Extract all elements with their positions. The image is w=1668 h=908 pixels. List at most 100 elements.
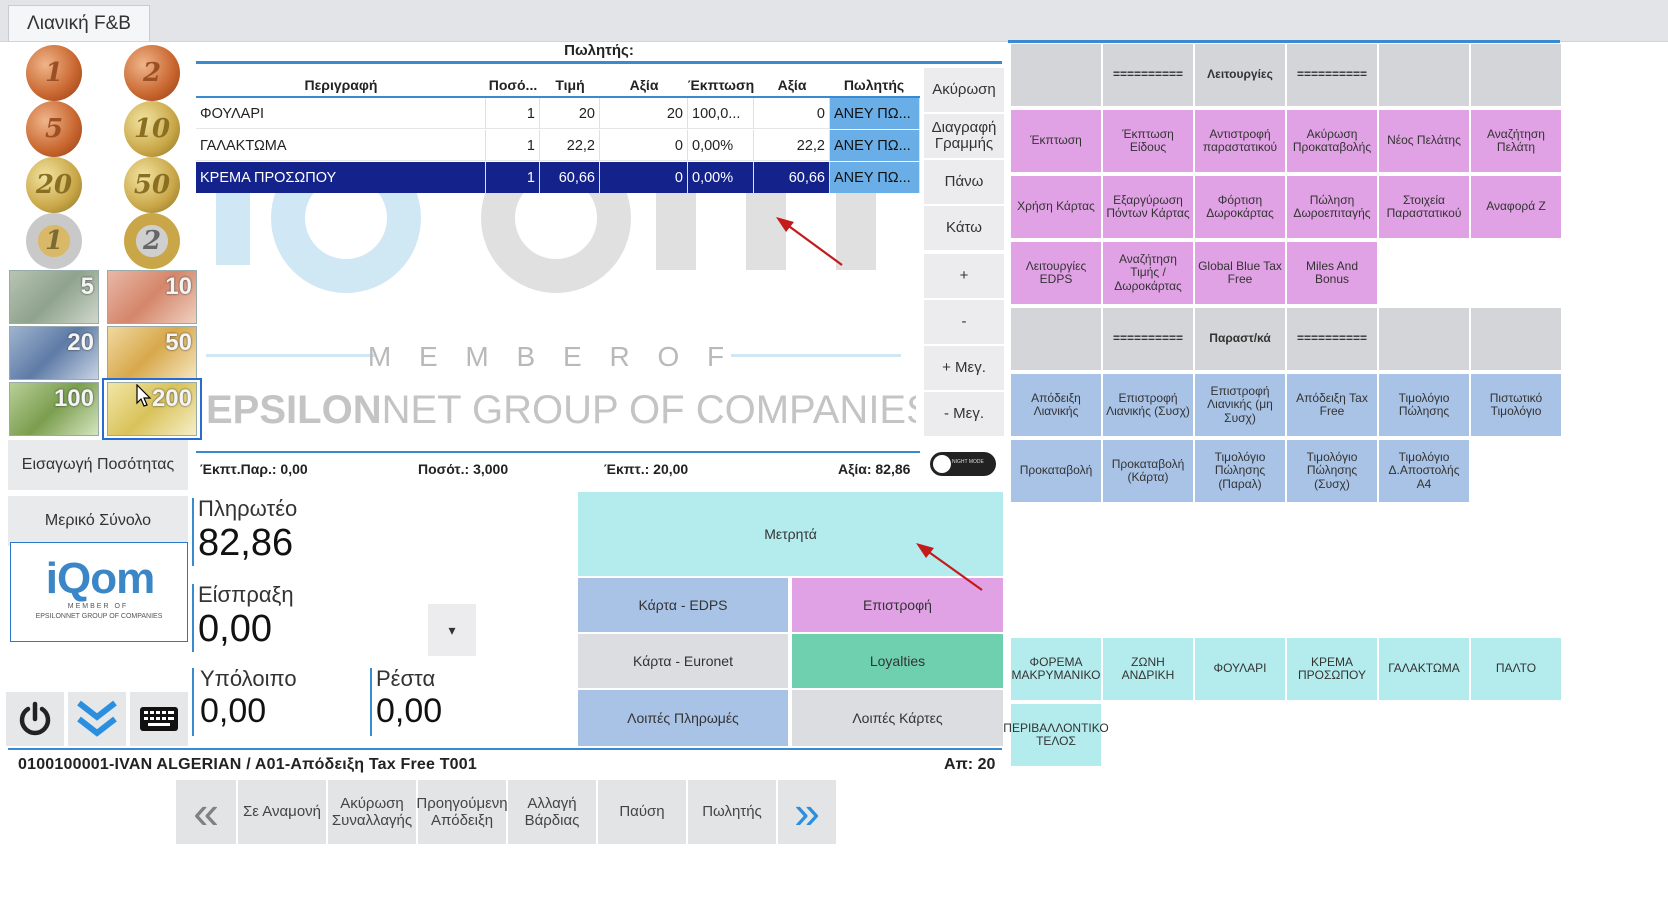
note-50-euro[interactable]: 50 <box>104 324 200 382</box>
note-10-euro[interactable]: 10 <box>104 268 200 326</box>
note-20-euro[interactable]: 20 <box>6 324 102 382</box>
coin-face: 1 <box>26 213 82 269</box>
table-cell-seller: ΑΝΕΥ ΠΩ... <box>830 98 920 129</box>
loyalties-button[interactable]: Loyalties <box>792 634 1003 688</box>
card-euronet-button[interactable]: Κάρτα - Euronet <box>578 634 788 688</box>
function-button-row8-2[interactable]: ΦΟΥΛΑΡΙ <box>1195 638 1285 700</box>
subtotal-button[interactable]: Μερικό Σύνολο <box>8 496 188 546</box>
function-button-row6-0[interactable]: Απόδειξη Λιανικής <box>1011 374 1101 436</box>
function-button-row2-2[interactable]: Αντιστροφή παραστατικού <box>1195 110 1285 172</box>
col-header-discount[interactable]: Έκπτωση <box>687 77 755 93</box>
on-hold-button[interactable]: Σε Αναμονή <box>238 780 326 844</box>
function-button-row6-3[interactable]: Απόδειξη Tax Free <box>1287 374 1377 436</box>
function-button-row7-3[interactable]: Τιμολόγιο Πώλησης (Συσχ) <box>1287 440 1377 502</box>
cancel-transaction-button[interactable]: Ακύρωση Συναλλαγής <box>328 780 416 844</box>
function-button-row3-1[interactable]: Εξαργύρωση Πόντων Κάρτας <box>1103 176 1193 238</box>
coin-1-cent[interactable]: 1 <box>6 44 102 102</box>
function-button-row3-3[interactable]: Πώληση Δωροεπιταγής <box>1287 176 1377 238</box>
col-header-seller[interactable]: Πωλητής <box>843 77 905 93</box>
function-button-row2-1[interactable]: Έκπτωση Είδους <box>1103 110 1193 172</box>
function-button-row6-5[interactable]: Πιστωτικό Τιμολόγιο <box>1471 374 1561 436</box>
function-button-row1-1[interactable]: ========== <box>1103 44 1193 106</box>
card-edps-button[interactable]: Κάρτα - EDPS <box>578 578 788 632</box>
note-100-euro[interactable]: 100 <box>6 380 102 438</box>
coin-2-cent[interactable]: 2 <box>104 44 200 102</box>
function-button-row6-4[interactable]: Τιμολόγιο Πώλησης <box>1379 374 1469 436</box>
col-header-value[interactable]: Αξία <box>629 77 659 93</box>
note-5-euro[interactable]: 5 <box>6 268 102 326</box>
cash-button[interactable]: Μετρητά <box>578 492 1003 576</box>
coin-20-cent[interactable]: 20 <box>6 156 102 214</box>
note-200-euro[interactable]: 200 <box>102 378 202 440</box>
quantity-input-button[interactable]: Εισαγωγή Ποσότητας <box>8 440 188 490</box>
font-smaller-button[interactable]: - Μεγ. <box>924 392 1004 436</box>
function-button-row3-4[interactable]: Στοιχεία Παραστατικού <box>1379 176 1469 238</box>
function-button-row8-0[interactable]: ΦΟΡΕΜΑ ΜΑΚΡΥΜΑΝΙΚΟ <box>1011 638 1101 700</box>
next-page-button[interactable]: » <box>778 780 836 844</box>
other-cards-button[interactable]: Λοιπές Κάρτες <box>792 690 1003 746</box>
col-header-price[interactable]: Τιμή <box>555 77 585 93</box>
function-button-row4-3[interactable]: Miles And Bonus <box>1287 242 1377 304</box>
pause-button[interactable]: Παύση <box>598 780 686 844</box>
previous-receipt-button[interactable]: Προηγούμενη Απόδειξη <box>416 780 508 844</box>
up-button[interactable]: Πάνω <box>924 160 1004 204</box>
minus-button[interactable]: - <box>924 300 1004 344</box>
coin-50-cent[interactable]: 50 <box>104 156 200 214</box>
coin-2-euro[interactable]: 2 <box>104 212 200 270</box>
function-button-row2-3[interactable]: Ακύρωση Προκαταβολής <box>1287 110 1377 172</box>
expand-down-button[interactable] <box>68 692 126 746</box>
function-button-row6-1[interactable]: Επιστροφή Λιανικής (Συσχ) <box>1103 374 1193 436</box>
coin-face: 5 <box>26 101 82 157</box>
table-row[interactable]: ΦΟΥΛΑΡΙ 1 20 20 100,0... 0 ΑΝΕΥ ΠΩ... <box>196 98 920 129</box>
col-header-description[interactable]: Περιγραφή <box>304 77 378 93</box>
table-cell-total: 22,2 <box>754 130 830 161</box>
function-button-row4-1[interactable]: Αναζήτηση Τιμής / Δωροκάρτας <box>1103 242 1193 304</box>
function-button-row3-2[interactable]: Φόρτιση Δωροκάρτας <box>1195 176 1285 238</box>
delete-line-button[interactable]: Διαγραφή Γραμμής <box>924 114 1004 158</box>
refund-button[interactable]: Επιστροφή <box>792 578 1003 632</box>
cancel-button[interactable]: Ακύρωση <box>924 68 1004 112</box>
font-bigger-button[interactable]: + Μεγ. <box>924 346 1004 390</box>
received-value[interactable]: 0,00 <box>198 608 272 650</box>
function-button-row1-3[interactable]: ========== <box>1287 44 1377 106</box>
function-button-row8-4[interactable]: ΓΑΛΑΚΤΩΜΑ <box>1379 638 1469 700</box>
function-button-row1-2[interactable]: Λειτουργίες <box>1195 44 1285 106</box>
plus-button[interactable]: + <box>924 254 1004 298</box>
coin-1-euro[interactable]: 1 <box>6 212 102 270</box>
seller-button[interactable]: Πωλητής <box>688 780 776 844</box>
function-button-row2-4[interactable]: Νέος Πελάτης <box>1379 110 1469 172</box>
down-button[interactable]: Κάτω <box>924 206 1004 250</box>
function-button-row5-1[interactable]: ========== <box>1103 308 1193 370</box>
table-cell-qty: 1 <box>486 98 540 129</box>
function-button-row7-4[interactable]: Τιμολόγιο Δ.Αποστολής Α4 <box>1379 440 1469 502</box>
received-dropdown-button[interactable]: ▾ <box>428 604 476 656</box>
prev-page-button[interactable]: « <box>176 780 236 844</box>
function-button-row9-0[interactable]: ΠΕΡΙΒΑΛΛΟΝΤΙΚΟ ΤΕΛΟΣ <box>1003 704 1109 766</box>
coin-10-cent[interactable]: 10 <box>104 100 200 158</box>
function-button-row7-0[interactable]: Προκαταβολή <box>1011 440 1101 502</box>
function-button-row3-5[interactable]: Αναφορά Ζ <box>1471 176 1561 238</box>
shift-change-button[interactable]: Αλλαγή Βάρδιας <box>508 780 596 844</box>
function-button-row8-3[interactable]: ΚΡΕΜΑ ΠΡΟΣΩΠΟΥ <box>1287 638 1377 700</box>
keyboard-button[interactable] <box>130 692 188 746</box>
power-button[interactable] <box>6 692 64 746</box>
table-row[interactable]: ΓΑΛΑΚΤΩΜΑ 1 22,2 0 0,00% 22,2 ΑΝΕΥ ΠΩ... <box>196 130 920 161</box>
other-payments-button[interactable]: Λοιπές Πληρωμές <box>578 690 788 746</box>
function-button-row3-0[interactable]: Χρήση Κάρτας <box>1011 176 1101 238</box>
function-button-row7-2[interactable]: Τιμολόγιο Πώλησης (Παραλ) <box>1195 440 1285 502</box>
function-button-row4-0[interactable]: Λειτουργίες EDPS <box>1011 242 1101 304</box>
coin-5-cent[interactable]: 5 <box>6 100 102 158</box>
col-header-qty[interactable]: Ποσό... <box>488 77 538 93</box>
function-button-row8-1[interactable]: ΖΩΝΗ ΑΝΔΡΙΚΗ <box>1103 638 1193 700</box>
function-button-row6-2[interactable]: Επιστροφή Λιανικής (μη Συσχ) <box>1195 374 1285 436</box>
function-button-row7-1[interactable]: Προκαταβολή (Κάρτα) <box>1103 440 1193 502</box>
col-header-total[interactable]: Αξία <box>777 77 807 93</box>
function-button-row5-2[interactable]: Παραστ/κά <box>1195 308 1285 370</box>
tab-retail-fb[interactable]: Λιανική F&B <box>8 5 150 41</box>
function-button-row2-0[interactable]: Έκπτωση <box>1011 110 1101 172</box>
function-button-row2-5[interactable]: Αναζήτηση Πελάτη <box>1471 110 1561 172</box>
function-button-row5-3[interactable]: ========== <box>1287 308 1377 370</box>
table-row[interactable]: ΚΡΕΜΑ ΠΡΟΣΩΠΟΥ 1 60,66 0 0,00% 60,66 ΑΝΕΥ ΠΩ..… <box>196 162 920 193</box>
function-button-row4-2[interactable]: Global Blue Tax Free <box>1195 242 1285 304</box>
function-button-row8-5[interactable]: ΠΑΛΤΟ <box>1471 638 1561 700</box>
